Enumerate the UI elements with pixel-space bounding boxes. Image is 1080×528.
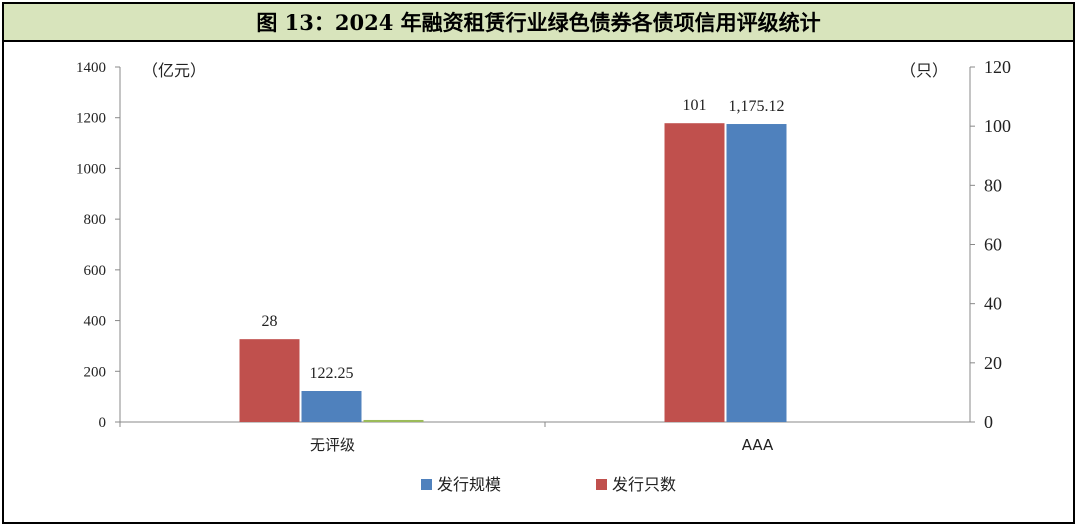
bar	[664, 123, 725, 422]
left-tick-label: 400	[84, 314, 107, 330]
right-tick-label: 40	[984, 294, 1002, 314]
bar	[726, 124, 787, 423]
right-tick-label: 0	[984, 412, 993, 432]
bar	[239, 339, 300, 422]
category-label: AAA	[742, 436, 774, 454]
data-label: 28	[262, 313, 278, 330]
data-label: 1,175.12	[729, 98, 785, 115]
left-tick-label: 1400	[76, 60, 106, 76]
category-label: 无评级	[310, 436, 355, 454]
legend-label: 发行只数	[612, 475, 676, 494]
right-tick-label: 60	[984, 235, 1002, 255]
legend-swatch	[596, 479, 607, 490]
left-tick-label: 600	[84, 263, 107, 279]
right-tick-label: 20	[984, 353, 1002, 373]
right-tick-label: 100	[984, 116, 1011, 136]
left-tick-label: 1200	[76, 111, 106, 127]
chart-title: 图 13：2024 年融资租赁行业绿色债券各债项信用评级统计	[4, 4, 1073, 42]
right-tick-label: 120	[984, 57, 1011, 77]
left-tick-label: 200	[84, 364, 107, 380]
data-label: 122.25	[310, 365, 354, 382]
bar	[301, 391, 362, 422]
right-tick-label: 80	[984, 175, 1002, 195]
legend-label: 发行规模	[437, 475, 501, 494]
left-tick-label: 1000	[76, 161, 106, 177]
data-label: 101	[683, 97, 707, 114]
left-axis-unit: （亿元）	[142, 61, 206, 80]
right-axis-unit: （只）	[900, 61, 948, 80]
left-tick-label: 0	[99, 415, 107, 431]
legend-swatch	[421, 479, 432, 490]
left-tick-label: 800	[84, 212, 107, 228]
bar	[363, 419, 424, 422]
